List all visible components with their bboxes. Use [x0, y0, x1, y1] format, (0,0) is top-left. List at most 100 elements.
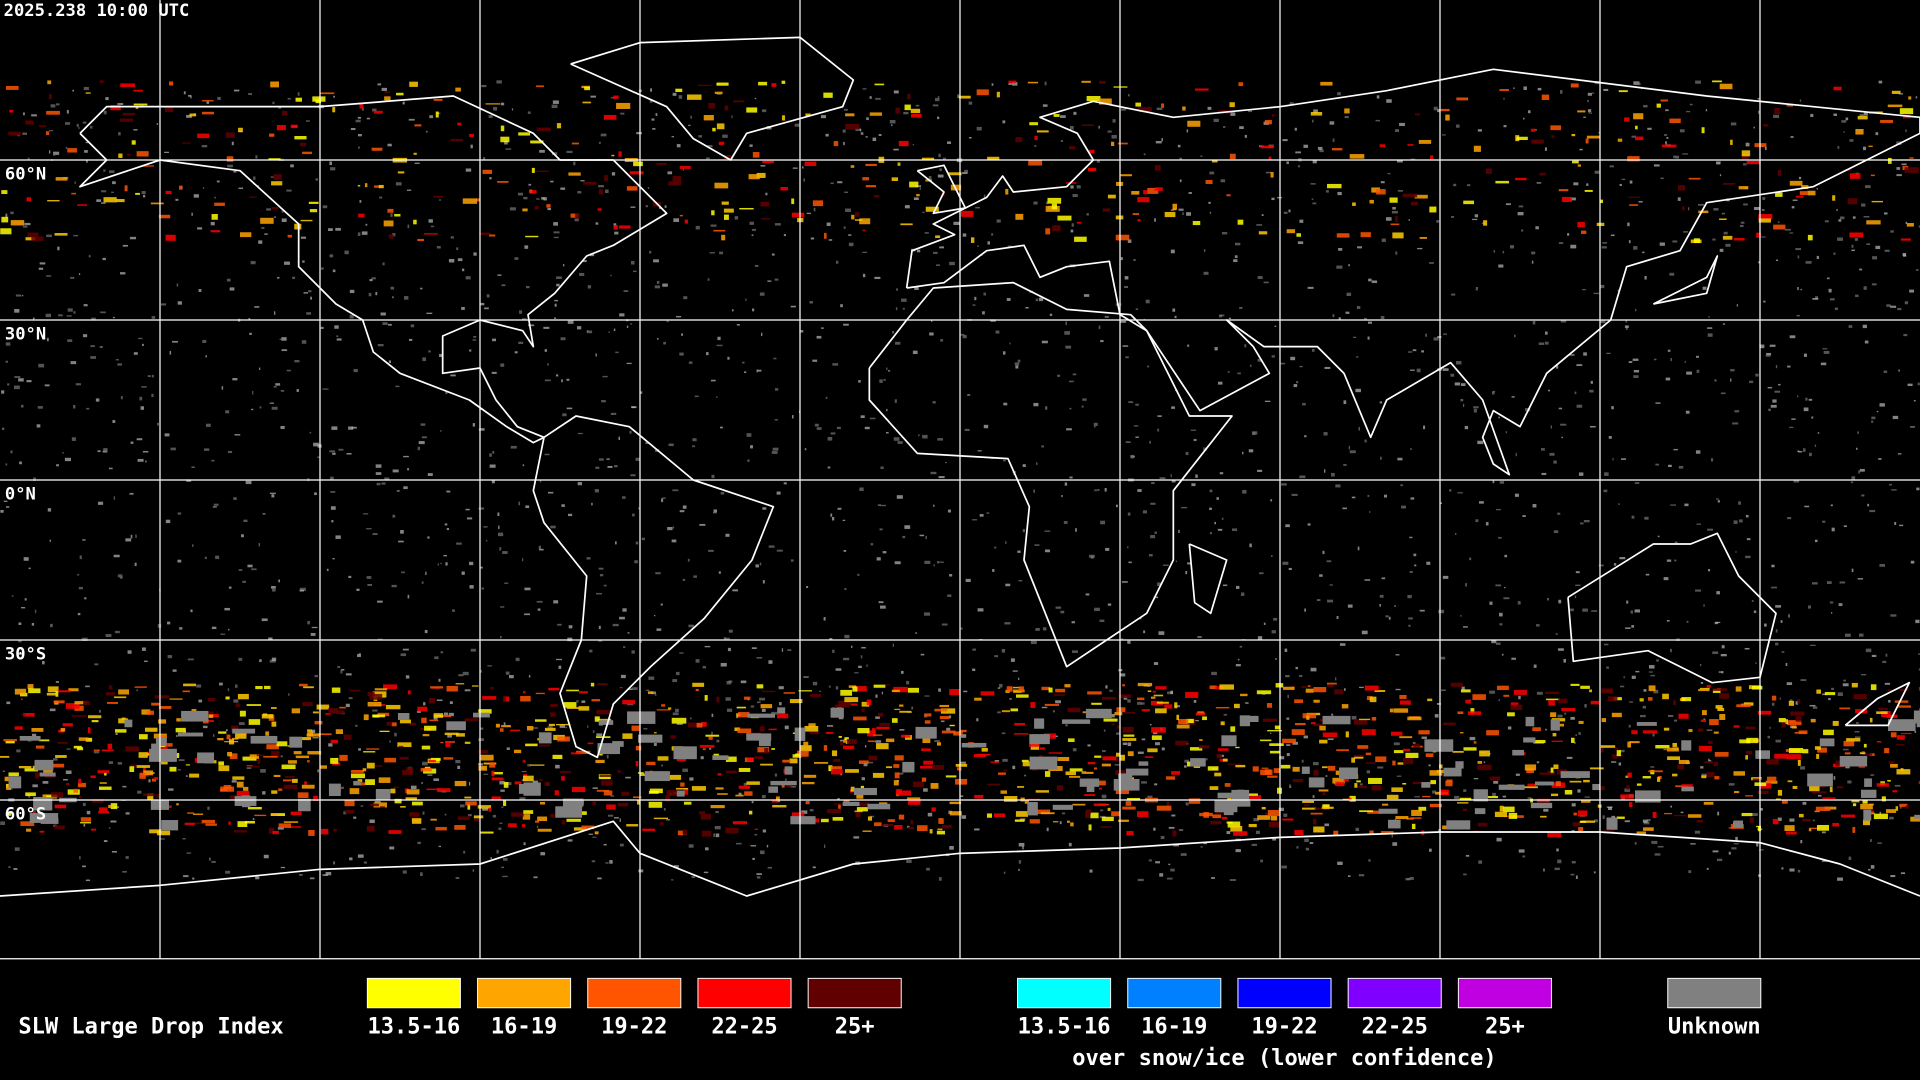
- cloud-speck: [553, 222, 558, 226]
- cloud-speck: [893, 780, 899, 786]
- cloud-speck: [1677, 185, 1686, 191]
- cloud-speck: [1810, 113, 1814, 118]
- cloud-speck: [86, 810, 91, 815]
- cloud-speck: [1633, 369, 1640, 373]
- cloud-speck: [1125, 441, 1131, 444]
- cloud-speck: [483, 157, 486, 161]
- cloud-speck: [635, 761, 639, 767]
- cloud-speck: [74, 701, 84, 705]
- cloud-speck: [1720, 392, 1726, 395]
- cloud-speck: [349, 314, 354, 319]
- cloud-speck: [1375, 756, 1387, 763]
- cloud-speck: [383, 220, 394, 227]
- cloud-speck: [1762, 197, 1766, 200]
- cloud-speck: [322, 205, 328, 209]
- cloud-speck: [1256, 690, 1272, 695]
- cloud-speck: [317, 733, 332, 736]
- cloud-speck: [672, 175, 682, 182]
- cloud-patch: [1839, 755, 1868, 767]
- cloud-speck: [933, 564, 935, 567]
- cloud-speck: [1469, 557, 1472, 561]
- cloud-speck: [1101, 794, 1107, 799]
- cloud-speck: [734, 216, 739, 220]
- cloud-speck: [1707, 327, 1713, 329]
- cloud-speck: [1896, 769, 1911, 775]
- cloud-speck: [393, 786, 399, 788]
- cloud-speck: [147, 710, 155, 715]
- cloud-speck: [1670, 648, 1672, 653]
- cloud-patch: [902, 761, 915, 773]
- cloud-speck: [1586, 183, 1589, 186]
- cloud-speck: [235, 703, 241, 708]
- cloud-speck: [1547, 831, 1562, 838]
- cloud-speck: [702, 665, 706, 669]
- cloud-speck: [589, 649, 593, 653]
- cloud-speck: [940, 708, 956, 714]
- cloud-speck: [710, 379, 716, 382]
- cloud-speck: [934, 708, 948, 712]
- cloud-speck: [1376, 189, 1386, 195]
- cloud-speck: [866, 117, 869, 121]
- cloud-speck: [1103, 729, 1106, 732]
- cloud-speck: [246, 765, 260, 768]
- cloud-speck: [1779, 697, 1781, 700]
- cloud-speck: [798, 690, 812, 692]
- cloud-speck: [348, 575, 352, 579]
- cloud-speck: [661, 498, 664, 503]
- cloud-speck: [626, 824, 639, 827]
- cloud-speck: [271, 494, 275, 498]
- cloud-speck: [225, 870, 231, 874]
- cloud-speck: [90, 345, 95, 348]
- cloud-speck: [209, 714, 219, 718]
- cloud-speck: [1601, 246, 1607, 249]
- coastline: [79, 95, 668, 444]
- cloud-speck: [535, 820, 540, 823]
- cloud-speck: [1168, 826, 1175, 829]
- cloud-speck: [472, 869, 475, 872]
- cloud-speck: [1110, 713, 1115, 718]
- cloud-speck: [522, 760, 526, 763]
- cloud-speck: [675, 671, 680, 676]
- cloud-speck: [866, 664, 868, 667]
- cloud-speck: [1577, 164, 1581, 167]
- cloud-speck: [901, 298, 907, 302]
- cloud-speck: [0, 509, 4, 513]
- cloud-speck: [1367, 494, 1370, 497]
- cloud-speck: [1706, 729, 1713, 732]
- cloud-speck: [1878, 80, 1883, 84]
- cloud-speck: [307, 731, 314, 737]
- cloud-speck: [1430, 780, 1437, 785]
- cloud-speck: [1122, 345, 1129, 347]
- cloud-speck: [1695, 80, 1701, 84]
- cloud-speck: [587, 725, 589, 728]
- cloud-speck: [977, 608, 984, 612]
- cloud-speck: [862, 251, 868, 254]
- cloud-speck: [229, 287, 235, 291]
- cloud-speck: [1846, 738, 1861, 742]
- cloud-speck: [1870, 865, 1875, 869]
- cloud-speck: [692, 682, 705, 687]
- cloud-speck: [455, 683, 465, 685]
- cloud-speck: [1395, 251, 1398, 255]
- cloud-speck: [414, 124, 422, 127]
- cloud-speck: [571, 142, 579, 145]
- cloud-speck: [271, 181, 283, 186]
- cloud-speck: [280, 425, 285, 429]
- cloud-speck: [147, 793, 154, 800]
- cloud-speck: [1590, 700, 1600, 705]
- cloud-speck: [1257, 276, 1263, 280]
- cloud-speck: [8, 772, 19, 777]
- cloud-speck: [1492, 390, 1496, 393]
- cloud-speck: [1694, 830, 1701, 834]
- cloud-speck: [1871, 654, 1877, 658]
- cloud-speck: [1833, 252, 1836, 255]
- cloud-speck: [1426, 561, 1431, 565]
- cloud-speck: [1851, 244, 1854, 248]
- coastline: [1567, 532, 1777, 684]
- cloud-patch: [1819, 738, 1835, 747]
- cloud-speck: [1278, 807, 1284, 812]
- cloud-speck: [607, 814, 614, 817]
- cloud-speck: [667, 171, 673, 175]
- cloud-speck: [1156, 107, 1163, 111]
- cloud-speck: [996, 219, 1001, 223]
